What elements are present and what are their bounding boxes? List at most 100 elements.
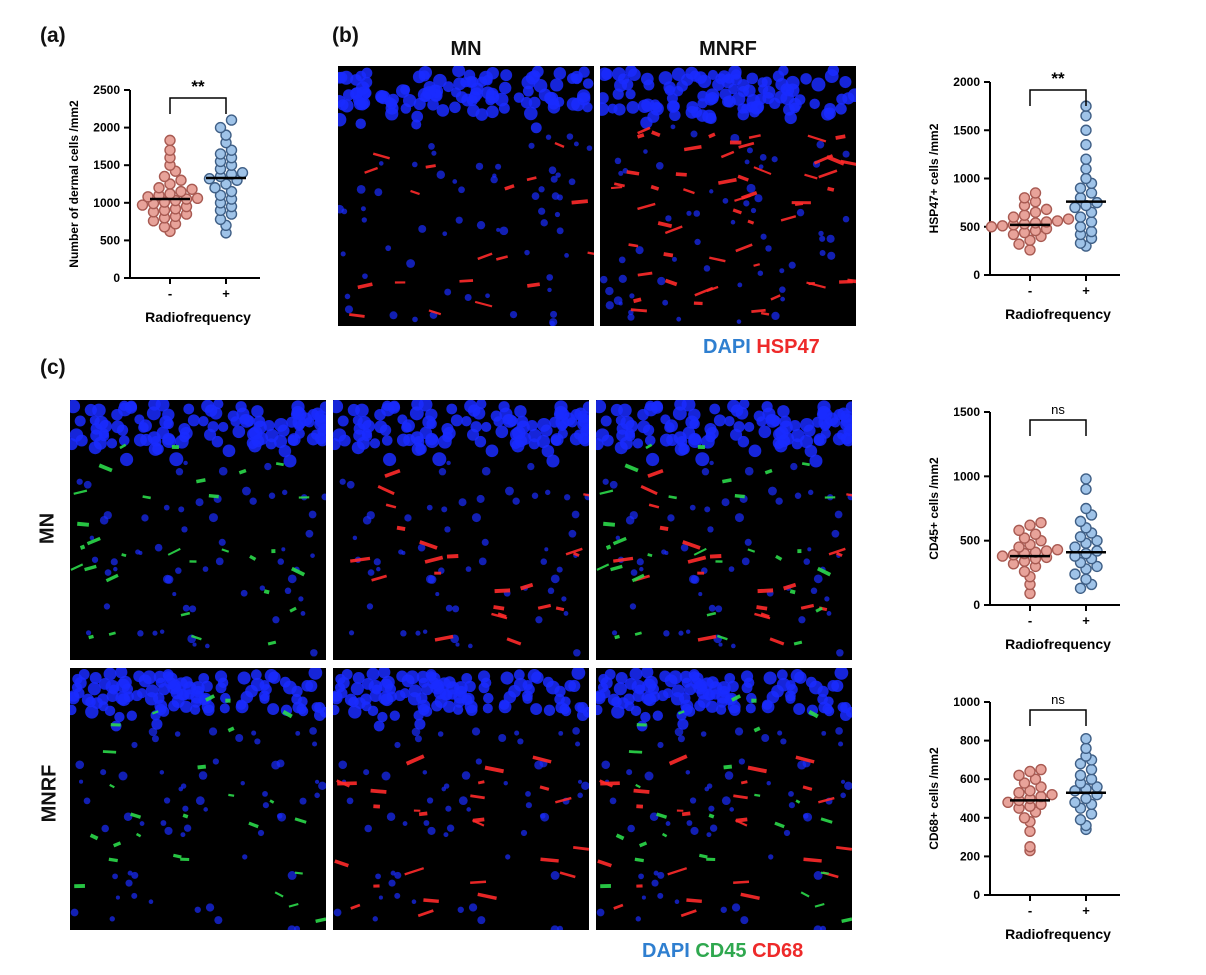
nucleus <box>582 401 589 414</box>
nucleus <box>582 706 589 718</box>
nucleus <box>704 506 711 513</box>
nucleus <box>75 434 88 447</box>
data-point <box>1080 153 1092 165</box>
nucleus <box>426 574 435 584</box>
nucleus <box>842 150 850 158</box>
nucleus <box>314 779 320 784</box>
red-signal <box>555 606 565 612</box>
nucleus <box>566 133 574 140</box>
nucleus <box>547 587 555 595</box>
red-signal <box>807 134 827 143</box>
nucleus <box>312 741 318 747</box>
nucleus <box>333 908 342 917</box>
nucleus <box>420 91 432 103</box>
nucleus <box>524 249 530 256</box>
nucleus <box>169 452 184 467</box>
nucleus <box>377 711 388 723</box>
nucleus <box>418 677 429 688</box>
nucleus <box>116 678 131 693</box>
data-point <box>1080 172 1092 185</box>
nucleus <box>76 478 83 485</box>
green-signal <box>795 799 801 804</box>
green-signal <box>294 871 303 875</box>
nucleus <box>545 489 551 496</box>
nucleus <box>396 670 408 683</box>
green-signal <box>227 726 235 733</box>
nucleus <box>746 147 753 154</box>
red-signal <box>808 281 815 286</box>
nucleus <box>547 287 552 293</box>
significance-label: ** <box>1051 69 1065 88</box>
y-tick-label: 0 <box>973 888 980 902</box>
nucleus <box>549 320 555 326</box>
green-signal <box>706 611 717 617</box>
nucleus <box>265 428 279 443</box>
green-signal <box>815 606 823 613</box>
nucleus <box>671 684 685 698</box>
y-axis-label: CD45+ cells /mm2 <box>927 457 941 560</box>
nucleus <box>426 797 434 804</box>
data-point <box>1091 545 1103 557</box>
green-signal <box>189 560 197 563</box>
significance-bracket <box>1029 709 1087 726</box>
nucleus <box>406 259 416 268</box>
nucleus <box>500 671 514 685</box>
nucleus <box>183 824 192 832</box>
green-signal <box>190 634 202 641</box>
nucleus <box>428 143 435 150</box>
nucleus <box>78 668 90 680</box>
nucleus <box>563 611 569 616</box>
nucleus <box>120 452 134 467</box>
nucleus <box>374 420 388 434</box>
nucleus <box>774 90 788 104</box>
nucleus <box>600 275 608 284</box>
nucleus <box>809 454 823 468</box>
nucleus <box>79 779 84 784</box>
red-signal <box>751 308 766 314</box>
nucleus <box>601 68 613 80</box>
nucleus <box>780 296 786 302</box>
nucleus <box>485 95 496 106</box>
nucleus <box>632 438 644 449</box>
data-point <box>1080 742 1092 755</box>
nucleus <box>737 282 743 288</box>
nucleus <box>458 186 465 194</box>
stain-dapi-label: DAPI <box>703 336 751 358</box>
red-signal <box>738 141 755 149</box>
green-signal <box>808 710 819 719</box>
nucleus <box>145 684 159 698</box>
nucleus <box>837 702 848 713</box>
green-signal <box>130 812 142 819</box>
nucleus <box>613 682 627 696</box>
green-signal <box>731 694 742 702</box>
significance-bracket <box>1029 419 1087 436</box>
green-signal <box>77 521 90 527</box>
green-signal <box>249 554 257 561</box>
nucleus <box>495 163 502 170</box>
nucleus <box>89 535 95 541</box>
nucleus <box>615 535 621 541</box>
data-point <box>1013 238 1025 250</box>
nucleus <box>707 526 714 533</box>
red-signal <box>637 271 653 277</box>
data-point <box>1013 524 1025 537</box>
nucleus <box>417 699 431 713</box>
red-signal <box>334 859 349 868</box>
nucleus <box>748 444 762 458</box>
nucleus <box>396 433 410 447</box>
nucleus <box>649 812 659 822</box>
nucleus <box>114 711 125 723</box>
nucleus <box>659 670 671 683</box>
nucleus <box>709 824 718 832</box>
nucleus <box>305 679 318 692</box>
green-signal <box>824 496 836 499</box>
green-signal <box>708 813 715 819</box>
y-axis-label: HSP47+ cells /mm2 <box>927 123 941 233</box>
green-signal <box>294 817 307 824</box>
data-point <box>186 183 198 195</box>
data-point <box>191 192 204 204</box>
red-signal <box>404 867 425 876</box>
nucleus <box>70 691 80 705</box>
nucleus <box>204 428 217 441</box>
nucleus <box>205 903 215 912</box>
